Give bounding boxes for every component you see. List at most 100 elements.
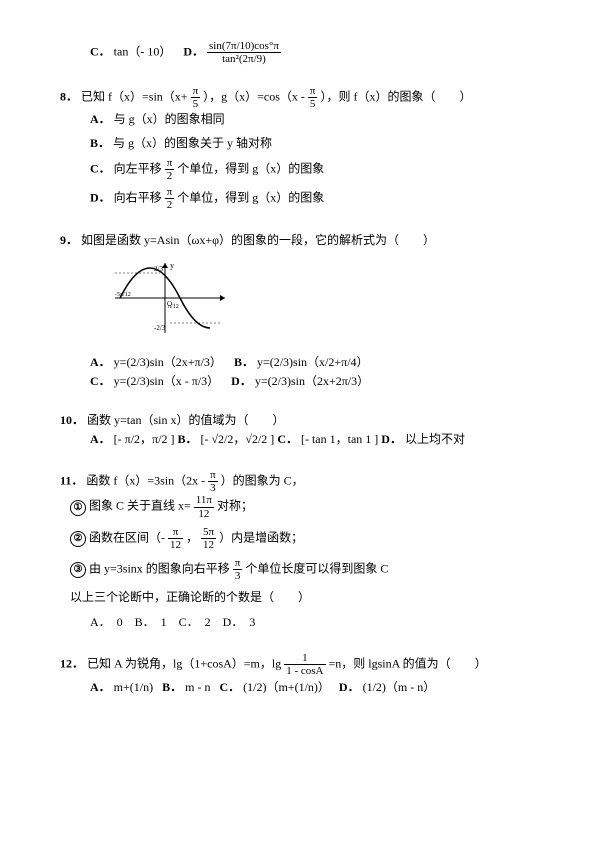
q8-frac2-num: π [308,85,318,98]
q8-c-text-2: 个单位，得到 g（x）的图象 [177,161,324,175]
q12-b-text: m - n [185,680,210,694]
q8-stem-2: ），g（x）=cos（x - [203,90,305,104]
q11-item3-1: 由 y=3sinx 的图象向右平移 [89,561,230,575]
q8-d-frac: π 2 [165,186,175,211]
q8-d-frac-den: 2 [165,199,175,211]
q11-i2A-num: π [168,526,183,539]
question-12: 12． 已知 A 为锐角，lg（1+cosA）=m，lg 1 1 - cosA … [60,652,535,696]
q8-d-text-2: 个单位，得到 g（x）的图象 [177,190,324,204]
q11-item2: ② 函数在区间（- π 12 ， 5π 12 ）内是增函数； [70,526,535,551]
q8-opt-d: D． 向右平移 π 2 个单位，得到 g（x）的图象 [90,186,535,211]
opt-c-label: C． [90,44,111,58]
q12-frac-den: 1 - cosA [284,665,325,677]
q12-stem-1: 已知 A 为锐角，lg（1+cosA）=m，lg [87,657,281,671]
q12-c-text: (1/2)（m+(1/n)） [243,680,330,694]
q12-frac: 1 1 - cosA [284,652,325,677]
x-arrow [220,295,225,301]
q9-stem-text: 如图是函数 y=Asin（ωx+φ）的图象的一段，它的解析式为（ ） [81,233,435,247]
q8-c-text-1: 向左平移 [114,161,162,175]
q11-item3: ③ 由 y=3sinx 的图象向右平移 π 3 个单位长度可以得到图象 C [70,557,535,582]
q8-d-frac-num: π [165,186,175,199]
opt-d-fraction: sin(7π/10)cos°π tan²(2π/9) [207,40,281,65]
q10-b-label: B． [177,432,197,446]
q10-num: 10． [60,413,84,427]
origin: O [167,300,172,308]
q12-d-text: (1/2)（m - n） [363,680,436,694]
q8-stem: 8． 已知 f（x）=sin（x+ π 5 ），g（x）=cos（x - π 5… [60,85,535,110]
q11-i3-num: π [233,557,243,570]
q11-item2-2: ）内是增函数； [219,530,303,544]
q11-item1-1: 图象 C 关于直线 x= [89,499,191,513]
q10-opts: A． [- π/2，π/2 ] B． [- √2/2，√2/2 ] C． [- … [90,430,535,449]
q9-d-label: D． [231,374,252,388]
q11-i1-den: 12 [194,508,214,520]
question-8: 8． 已知 f（x）=sin（x+ π 5 ），g（x）=cos（x - π 5… [60,85,535,211]
q8-stem-1: 已知 f（x）=sin（x+ [81,90,188,104]
q12-stem-2: =n，则 lgsinA 的值为（ ） [329,657,487,671]
q10-d-label: D． [381,432,402,446]
q11-stem-2: ）的图象为 C， [221,474,304,488]
q8-num: 8． [60,90,78,104]
q12-c-label: C． [219,680,240,694]
q9-c-label: C． [90,374,111,388]
opt-d-label: D． [183,44,204,58]
q8-frac1: π 5 [191,85,201,110]
q8-c-frac-den: 2 [165,170,175,182]
q8-d-label: D． [90,190,111,204]
q11-frac: π 3 [208,469,218,494]
q10-a-text: [- π/2，π/2 ] [114,432,175,446]
circ-2: ② [70,531,86,547]
q8-opt-a: A． 与 g（x）的图象相同 [90,110,535,129]
q11-item3-frac: π 3 [233,557,243,582]
opt-c-text: tan（- 10） [114,44,172,58]
q8-frac2-den: 5 [308,98,318,110]
amp-neg: -2/3 [154,324,166,332]
circ-3: ③ [70,562,86,578]
q8-opt-b: B． 与 g（x）的图象关于 y 轴对称 [90,134,535,153]
circ-1: ① [70,500,86,516]
q8-stem-3: ），则 f（x）的图象（ ） [320,90,471,104]
q11-item1-2: 对称； [217,499,253,513]
q8-c-frac: π 2 [165,157,175,182]
q8-opt-c: C． 向左平移 π 2 个单位，得到 g（x）的图象 [90,157,535,182]
q8-b-label: B． [90,136,110,150]
q9-a-text: y=(2/3)sin（2x+π/3） [114,355,222,369]
q8-a-text: 与 g（x）的图象相同 [114,112,225,126]
q9-stem: 9． 如图是函数 y=Asin（ωx+φ）的图象的一段，它的解析式为（ ） [60,231,535,250]
q8-frac2: π 5 [308,85,318,110]
q12-b-label: B． [162,680,182,694]
q9-c-text: y=(2/3)sin（x - π/3） [114,374,220,388]
q10-b-text: [- √2/2，√2/2 ] [200,432,274,446]
q10-a-label: A． [90,432,111,446]
q11-item2-fracA: π 12 [168,526,183,551]
q9-b-label: B． [234,355,254,369]
q11-tail: 以上三个论断中，正确论断的个数是（ ） [70,588,535,607]
q11-i2B-num: 5π [201,526,216,539]
q10-stem: 10． 函数 y=tan（sin x）的值域为（ ） [60,411,535,430]
q11-frac-den: 3 [208,482,218,494]
q12-opts: A． m+(1/n) B． m - n C． (1/2)（m+(1/n)） D．… [90,678,535,697]
q11-item1-frac: 11π 12 [194,494,214,519]
q11-i2A-den: 12 [168,539,183,551]
amp-pos: 2/3 [154,265,163,273]
q10-d-text: 以上均不对 [405,432,465,446]
q12-a-label: A． [90,680,111,694]
q9-d-text: y=(2/3)sin（2x+2π/3） [255,374,369,388]
q12-a-text: m+(1/n) [114,680,153,694]
y-label: y [170,261,174,270]
q11-item2-1: 函数在区间（- [89,530,165,544]
q9-b-text: y=(2/3)sin（x/2+π/4） [257,355,369,369]
q11-i3-den: 3 [233,570,243,582]
q11-frac-num: π [208,469,218,482]
q9-opts-ab: A． y=(2/3)sin（2x+π/3） B． y=(2/3)sin（x/2+… [90,353,535,372]
question-9: 9． 如图是函数 y=Asin（ωx+φ）的图象的一段，它的解析式为（ ） y … [60,231,535,391]
q12-frac-num: 1 [284,652,325,665]
q11-item2-fracB: 5π 12 [201,526,216,551]
q10-c-text: [- tan 1，tan 1 ] [301,432,378,446]
q11-stem: 11． 函数 f（x）=3sin（2x - π 3 ）的图象为 C， [60,469,535,494]
q9-opts-cd: C． y=(2/3)sin（x - π/3） D． y=(2/3)sin（2x+… [90,372,535,391]
q12-stem: 12． 已知 A 为锐角，lg（1+cosA）=m，lg 1 1 - cosA … [60,652,535,677]
q8-d-text-1: 向右平移 [114,190,162,204]
q8-c-label: C． [90,161,111,175]
question-7-tail: C． tan（- 10） D． sin(7π/10)cos°π tan²(2π/… [60,40,535,65]
